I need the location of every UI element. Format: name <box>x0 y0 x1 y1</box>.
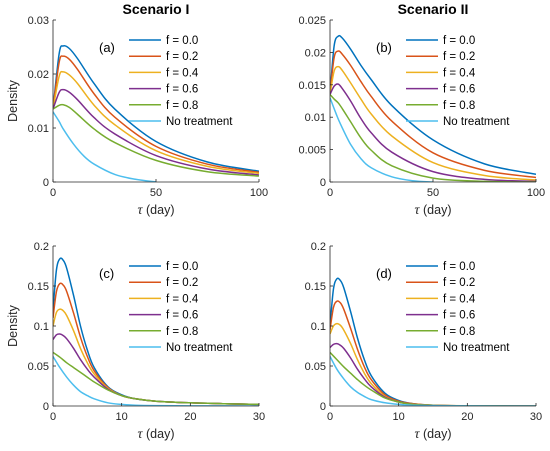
series-line <box>330 97 434 182</box>
y-tick-label: 0.2 <box>34 241 49 253</box>
y-tick-label: 0.01 <box>305 112 326 124</box>
legend: f = 0.0 f = 0.2 f = 0.4 f = 0.6 f = 0.8 No tr… <box>406 35 510 128</box>
series-lines <box>53 44 259 182</box>
legend-entry: f = 0.0 <box>443 35 475 47</box>
x-tick-label: 0 <box>50 411 56 423</box>
legend-entry: f = 0.6 <box>443 310 475 322</box>
legend-entry: No treatment <box>166 342 233 354</box>
x-tick-label: 0 <box>327 187 333 199</box>
x-tick-label: 10 <box>116 411 128 423</box>
legend-entry: f = 0.0 <box>443 261 475 273</box>
legend-entry: f = 0.6 <box>443 84 475 96</box>
x-axis-label: τ (day) <box>138 203 175 218</box>
y-tick-label: 0 <box>43 177 49 189</box>
series-line <box>330 94 536 182</box>
legend-entry: f = 0.2 <box>166 277 198 289</box>
y-tick-label: 0.02 <box>28 69 49 81</box>
y-tick-label: 0.05 <box>28 361 49 373</box>
x-tick-label: 30 <box>253 411 265 423</box>
y-tick-label: 0.1 <box>311 321 326 333</box>
x-tick-label: 30 <box>530 411 542 423</box>
legend-entry: f = 0.2 <box>166 51 198 63</box>
legend-entry: f = 0.4 <box>443 293 476 305</box>
series-line <box>53 308 259 406</box>
legend-entry: f = 0.6 <box>166 84 198 96</box>
y-tick-label: 0 <box>43 401 49 413</box>
legend-entry: f = 0.4 <box>166 67 199 79</box>
series-line <box>53 55 259 174</box>
legend-entry: No treatment <box>443 116 510 128</box>
legend-entry: f = 0.0 <box>166 35 198 47</box>
series-line <box>53 70 259 175</box>
legend-entry: f = 0.8 <box>166 326 198 338</box>
y-tick-label: 0.005 <box>298 145 326 157</box>
y-tick-label: 0.03 <box>28 15 49 27</box>
x-tick-label: 20 <box>184 411 196 423</box>
y-axis-label: Density <box>6 79 20 121</box>
series-line <box>53 103 259 177</box>
panel-label: (d) <box>376 266 392 281</box>
y-tick-label: 0.15 <box>28 281 49 293</box>
legend-entry: f = 0.8 <box>443 326 475 338</box>
series-line <box>53 111 157 182</box>
x-tick-label: 20 <box>461 411 473 423</box>
series-lines <box>53 257 259 406</box>
legend-entry: No treatment <box>443 342 510 354</box>
series-line <box>330 65 536 181</box>
series-line <box>53 44 259 172</box>
y-tick-label: 0.02 <box>305 47 326 59</box>
y-tick-label: 0.015 <box>298 80 326 92</box>
x-axis-label: τ (day) <box>138 427 175 442</box>
x-tick-label: 10 <box>393 411 405 423</box>
legend-entry: f = 0.4 <box>166 293 199 305</box>
panel-1: Scenario I 0 50 100 0 0.01 0.02 0.03 τ (day) Dens… <box>6 1 268 218</box>
x-tick-label: 0 <box>327 411 333 423</box>
panel-title: Scenario II <box>398 1 469 17</box>
x-axis-label: τ (day) <box>415 203 452 218</box>
x-tick-label: 100 <box>250 187 268 199</box>
legend: f = 0.0 f = 0.2 f = 0.4 f = 0.6 f = 0.8 No tr… <box>129 35 233 128</box>
x-tick-label: 100 <box>527 187 545 199</box>
y-axis-label: Density <box>6 304 20 346</box>
x-tick-label: 50 <box>427 187 439 199</box>
series-line <box>330 356 536 406</box>
legend-entry: f = 0.8 <box>443 100 475 112</box>
series-line <box>330 34 536 175</box>
legend-entry: f = 0.2 <box>443 277 475 289</box>
legend-entry: f = 0.6 <box>166 310 198 322</box>
x-tick-label: 50 <box>150 187 162 199</box>
series-line <box>53 351 259 406</box>
legend-entry: f = 0.8 <box>166 100 198 112</box>
panel-2: Scenario II 0 50 100 0 0.005 0.01 0.015 0.02 0.02… <box>298 1 545 218</box>
series-lines <box>330 34 536 182</box>
series-line <box>330 50 536 179</box>
y-tick-label: 0.15 <box>305 281 326 293</box>
legend-entry: f = 0.2 <box>443 51 475 63</box>
y-tick-label: 0.025 <box>298 15 326 27</box>
series-line <box>330 322 536 406</box>
legend-entry: f = 0.4 <box>443 67 476 79</box>
legend: f = 0.0 f = 0.2 f = 0.4 f = 0.6 f = 0.8 No tr… <box>129 261 233 354</box>
panel-label: (b) <box>376 40 392 55</box>
legend-entry: No treatment <box>166 116 233 128</box>
y-tick-label: 0 <box>320 177 326 189</box>
legend-entry: f = 0.0 <box>166 261 198 273</box>
y-tick-label: 0.2 <box>311 241 326 253</box>
y-tick-label: 0.01 <box>28 123 49 135</box>
x-tick-label: 0 <box>50 187 56 199</box>
y-tick-label: 0 <box>320 401 326 413</box>
y-tick-label: 0.05 <box>305 361 326 373</box>
panel-label: (a) <box>99 40 115 55</box>
legend: f = 0.0 f = 0.2 f = 0.4 f = 0.6 f = 0.8 No tr… <box>406 261 510 354</box>
panel-title: Scenario I <box>123 1 190 17</box>
series-line <box>53 88 259 176</box>
panel-3: 0 10 20 30 0 0.05 0.1 0.15 0.2 τ (day) Density (c) f… <box>6 241 265 442</box>
series-line <box>330 83 536 182</box>
y-tick-label: 0.1 <box>34 321 49 333</box>
x-axis-label: τ (day) <box>415 427 452 442</box>
panel-label: (c) <box>99 266 114 281</box>
